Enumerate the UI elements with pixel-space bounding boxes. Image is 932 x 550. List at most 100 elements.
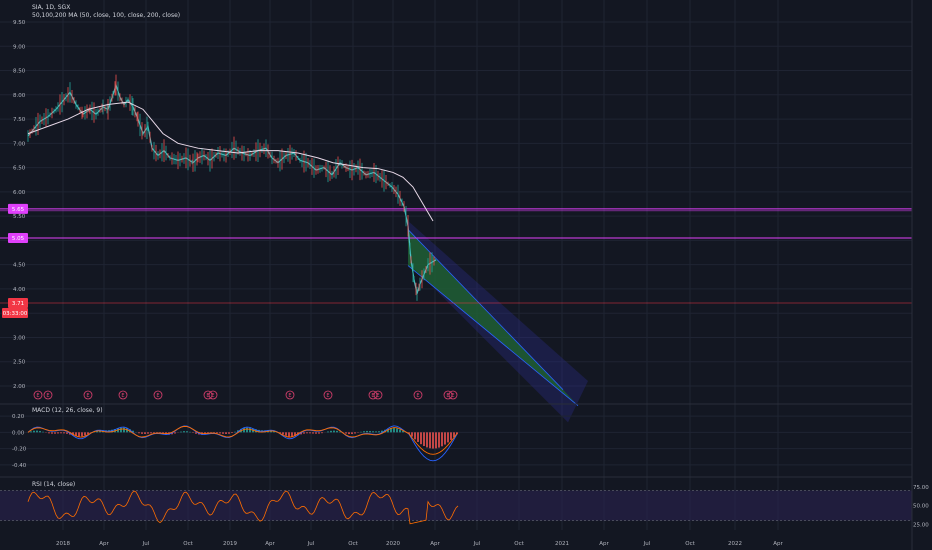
macd-histogram-bar (195, 432, 197, 434)
macd-histogram-bar (42, 431, 44, 433)
earnings-marker[interactable] (373, 390, 383, 400)
earnings-marker-label: E (416, 393, 419, 399)
earnings-marker[interactable] (203, 390, 213, 400)
earnings-marker[interactable] (285, 390, 295, 400)
earnings-marker[interactable] (448, 390, 458, 400)
macd-y-tick: 0.00 (12, 430, 25, 436)
y-tick-label: 7.00 (13, 141, 26, 147)
earnings-marker-label: E (446, 393, 449, 399)
macd-histogram-bar (300, 432, 302, 435)
y-tick-label: 7.50 (13, 117, 26, 123)
macd-histogram-bar (447, 432, 449, 443)
earnings-marker-label: E (376, 393, 379, 399)
macd-histogram-bar (429, 432, 431, 449)
macd-histogram-bar (366, 430, 368, 433)
macd-histogram-bar (231, 432, 233, 433)
y-tick-label: 9.00 (13, 44, 26, 50)
moving-average-series (27, 101, 434, 222)
y-tick-label: 9.50 (13, 20, 26, 26)
macd-histogram-bar (63, 432, 65, 434)
macd-histogram-bar (225, 432, 227, 434)
x-tick-label: Apr (430, 541, 440, 547)
macd-histogram-bar (279, 432, 281, 434)
earnings-marker[interactable] (323, 390, 333, 400)
earnings-marker-label: E (206, 393, 209, 399)
macd-histogram-bar (327, 431, 329, 433)
macd-histogram-bar (270, 430, 272, 433)
macd-histogram-bar (393, 428, 395, 433)
y-tick-label: 4.50 (13, 263, 26, 269)
countdown-label: 03:33:00 (3, 311, 28, 317)
macd-histogram-bar (234, 431, 236, 433)
y-tick-label: 4.00 (13, 287, 26, 293)
macd-histogram-bar (420, 432, 422, 445)
earnings-marker[interactable] (413, 390, 423, 400)
macd-histogram-bar (372, 431, 374, 433)
macd-histogram-bar (96, 430, 98, 433)
earnings-marker[interactable] (443, 390, 453, 400)
y-tick-label: 6.00 (13, 190, 26, 196)
macd-histogram-bar (150, 432, 152, 434)
earnings-marker[interactable] (208, 390, 218, 400)
ma-legend[interactable]: 50,100,200 MA (50, close, 100, close, 20… (32, 12, 181, 19)
rsi-band (0, 490, 912, 521)
y-tick-label: 8.50 (13, 69, 26, 75)
macd-line (27, 425, 458, 462)
macd-histogram-bar (396, 428, 398, 433)
x-tick-label: Apr (265, 541, 275, 547)
macd-histogram-bar (246, 427, 248, 433)
channel-edge (407, 229, 564, 390)
macd-histogram-bar (312, 432, 314, 434)
earnings-marker[interactable] (153, 390, 163, 400)
macd-histogram-bar (78, 432, 80, 437)
time-axis: 2018 Apr Jul Oct 2019 Apr Jul Oct 2020 Apr Jul Oct 2… (56, 541, 783, 547)
earnings-marker[interactable] (33, 390, 43, 400)
price-tag[interactable] (8, 232, 28, 243)
rsi-y-tick: 25.00 (913, 522, 929, 528)
x-tick-label: Apr (99, 541, 109, 547)
macd-histogram-bar (390, 428, 392, 433)
rsi-legend[interactable]: RSI (14, close) (32, 481, 76, 488)
macd-histogram-bar (132, 430, 134, 433)
macd-histogram-bar (417, 432, 419, 442)
macd-signal-line (27, 425, 458, 455)
macd-histogram-bar (291, 432, 293, 437)
x-tick-label: Oct (348, 541, 358, 547)
macd-histogram-bar (153, 432, 155, 434)
macd-histogram-bar (60, 432, 62, 434)
symbol-legend[interactable]: SIA, 1D, SGX (32, 4, 71, 11)
macd-histogram-bar (453, 432, 455, 438)
macd-histogram-bar (48, 432, 50, 434)
macd-histogram-bar (354, 432, 356, 434)
macd-legend[interactable]: MACD (12, 26, close, 9) (32, 407, 103, 414)
x-tick-label: Apr (599, 541, 609, 547)
macd-histogram-bar (309, 432, 311, 434)
macd-histogram-bar (144, 432, 146, 434)
macd-histogram-bar (426, 432, 428, 448)
y-tick-label: 3.00 (13, 335, 26, 341)
earnings-marker-label: E (36, 393, 39, 399)
price-tag[interactable] (8, 203, 28, 214)
price-tag[interactable] (8, 298, 28, 309)
earnings-marker[interactable] (368, 390, 378, 400)
macd-histogram-bar (315, 432, 317, 434)
macd-histogram-bar (30, 431, 32, 433)
macd-histogram-bar (450, 432, 452, 440)
macd-histogram-bar (399, 429, 401, 433)
macd-histogram-bar (375, 431, 377, 433)
regression-channel (407, 220, 588, 423)
macd-histogram-bar (39, 430, 41, 433)
rsi-y-tick: 75.00 (913, 485, 929, 491)
macd-histogram-bar (381, 430, 383, 433)
earnings-marker[interactable] (118, 390, 128, 400)
macd-histogram-bar (363, 431, 365, 433)
earnings-marker[interactable] (43, 390, 53, 400)
macd-panel: 0.20 0.00 -0.20 -0.40 (0, 414, 912, 469)
earnings-marker[interactable] (83, 390, 93, 400)
macd-histogram-bar (249, 427, 251, 433)
macd-histogram-bar (84, 432, 86, 436)
macd-histogram-bar (36, 430, 38, 433)
macd-histogram-bar (441, 432, 443, 447)
macd-histogram-bar (51, 432, 53, 434)
